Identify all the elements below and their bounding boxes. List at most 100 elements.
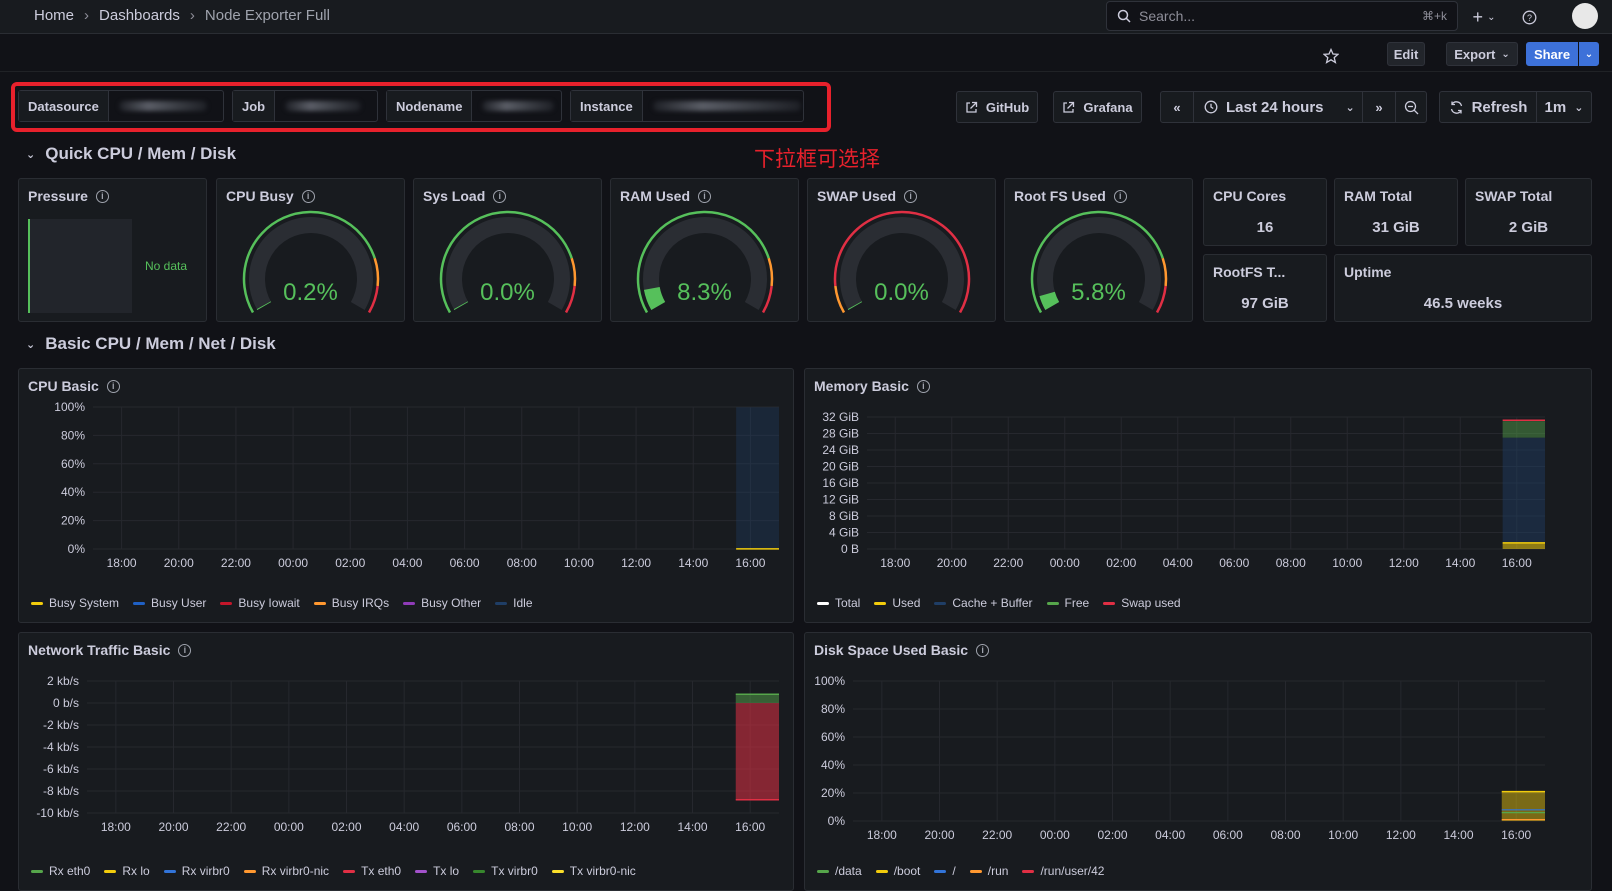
y-tick-label: 32 GiB [822,410,859,424]
variable-value-redacted[interactable] [643,91,811,121]
info-icon[interactable]: i [916,379,930,393]
panel-rootfs-total[interactable]: RootFS T... 97 GiB [1203,254,1327,322]
legend-item[interactable]: Free [1046,596,1089,610]
legend-item[interactable]: Used [874,596,920,610]
info-icon[interactable]: i [904,189,918,203]
star-button[interactable] [1320,43,1342,69]
chevron-down-icon: ⌄ [26,148,36,161]
legend-item[interactable]: /run [969,864,1008,878]
github-link-button[interactable]: GitHub [956,91,1038,123]
panel-timeseries[interactable]: Memory Basic i 32 GiB 28 GiB 24 GiB 20 GiB 16 … [804,368,1592,623]
search-input[interactable]: Search... ⌘+k [1106,1,1458,31]
legend-item[interactable]: Busy Iowait [220,596,300,610]
refresh-interval-picker[interactable]: 1m ⌄ [1536,91,1592,123]
help-button[interactable]: ? [1517,4,1541,30]
legend-item[interactable]: Cache + Buffer [934,596,1033,610]
panel-pressure[interactable]: Pressure i No data [18,178,207,322]
y-tick-label: 40% [61,485,85,499]
info-icon[interactable]: i [976,643,990,657]
variable-datasource[interactable]: Datasource [18,90,224,122]
time-shift-forward-button[interactable]: » [1362,91,1396,123]
gauge-threshold-band [242,210,376,314]
info-icon[interactable]: i [493,189,507,203]
panel-gauge[interactable]: SWAP Used i 0.0% [807,178,996,322]
variable-value-redacted[interactable] [472,91,564,121]
legend-item[interactable]: /boot [875,864,920,878]
variable-value-redacted[interactable] [275,91,371,121]
legend-item[interactable]: Busy IRQs [313,596,389,610]
y-tick-label: 0% [828,814,846,828]
panel-cpu-cores[interactable]: CPU Cores 16 [1203,178,1327,246]
info-icon[interactable]: i [95,189,109,203]
breadcrumb-home[interactable]: Home [34,7,75,24]
time-shift-back-button[interactable]: « [1160,91,1194,123]
y-tick-label: -4 kb/s [43,740,79,754]
refresh-label: Refresh [1471,98,1528,116]
legend-swatch [220,601,233,605]
row-basic-toggle[interactable]: ⌄ Basic CPU / Mem / Net / Disk [26,334,276,354]
gauge-threshold-band [570,257,577,287]
legend-item[interactable]: Tx lo [415,864,459,878]
edit-button[interactable]: Edit [1387,42,1425,66]
panel-gauge[interactable]: CPU Busy i 0.2% [216,178,405,322]
y-tick-label: 0% [68,542,86,556]
info-icon[interactable]: i [698,189,712,203]
chevron-down-icon: ⌄ [1501,48,1510,60]
x-tick-label: 18:00 [867,828,897,842]
refresh-button[interactable]: Refresh [1439,91,1537,123]
legend-item[interactable]: Rx virbr0-nic [243,864,329,878]
legend-swatch [934,601,947,605]
legend-item[interactable]: Tx virbr0 [473,864,538,878]
panel-title: SWAP Total [1475,188,1553,204]
y-tick-label: 4 GiB [829,526,859,540]
panel-gauge[interactable]: Sys Load i 0.0% [413,178,602,322]
share-button[interactable]: Share [1526,42,1578,66]
legend-item[interactable]: Busy User [133,596,206,610]
panel-timeseries[interactable]: Disk Space Used Basic i 100% 80% 60% 40% 20% 0%… [804,632,1592,891]
legend-label: /data [835,864,862,878]
variable-job[interactable]: Job [232,90,378,122]
user-avatar[interactable] [1572,3,1598,29]
panel-gauge[interactable]: Root FS Used i 5.8% [1004,178,1193,322]
panel-uptime[interactable]: Uptime 46.5 weeks [1334,254,1592,322]
time-range-picker[interactable]: Last 24 hours ⌄ [1193,91,1363,123]
share-options-button[interactable]: ⌄ [1579,42,1599,66]
variable-instance[interactable]: Instance [570,90,804,122]
legend-item[interactable]: Rx lo [104,864,150,878]
gauge-track [840,217,964,310]
legend-item[interactable]: Idle [495,596,533,610]
legend-item[interactable]: / [934,864,956,878]
legend-item[interactable]: Tx virbr0-nic [551,864,636,878]
x-tick-label: 08:00 [507,556,537,570]
legend-item[interactable]: Swap used [1103,596,1181,610]
variable-nodename[interactable]: Nodename [386,90,562,122]
breadcrumb-dashboards[interactable]: Dashboards [99,7,180,24]
info-icon[interactable]: i [106,379,120,393]
gauge-graphic [833,210,971,314]
zoom-out-button[interactable] [1395,91,1427,123]
panel-ram-total[interactable]: RAM Total 31 GiB [1334,178,1458,246]
variable-value-redacted[interactable] [109,91,217,121]
legend-label: Tx lo [433,864,460,878]
legend-item[interactable]: Rx eth0 [31,864,90,878]
info-icon[interactable]: i [178,643,192,657]
export-button[interactable]: Export ⌄ [1446,42,1518,66]
legend-item[interactable]: Tx eth0 [343,864,401,878]
legend-item[interactable]: Rx virbr0 [163,864,230,878]
panel-swap-total[interactable]: SWAP Total 2 GiB [1465,178,1592,246]
double-chevron-left-icon: « [1173,99,1181,115]
legend-item[interactable]: /run/user/42 [1022,864,1104,878]
legend-item[interactable]: Busy Other [403,596,481,610]
panel-timeseries[interactable]: CPU Basic i 100% 80% 60% 40% 20% 0% 18:00 20:00 22… [18,368,794,623]
legend-item[interactable]: /data [817,864,862,878]
legend-item[interactable]: Busy System [31,596,119,610]
info-icon[interactable]: i [1113,189,1127,203]
panel-gauge[interactable]: RAM Used i 8.3% [610,178,799,322]
info-icon[interactable]: i [301,189,315,203]
panel-timeseries[interactable]: Network Traffic Basic i 2 kb/s 0 b/s -2 kb/s… [18,632,794,891]
grafana-link-button[interactable]: Grafana [1053,91,1142,123]
x-tick-label: 00:00 [278,556,308,570]
new-menu-button[interactable]: + ⌄ [1466,4,1502,30]
row-quick-toggle[interactable]: ⌄ Quick CPU / Mem / Disk [26,144,236,164]
legend-item[interactable]: Total [817,596,860,610]
